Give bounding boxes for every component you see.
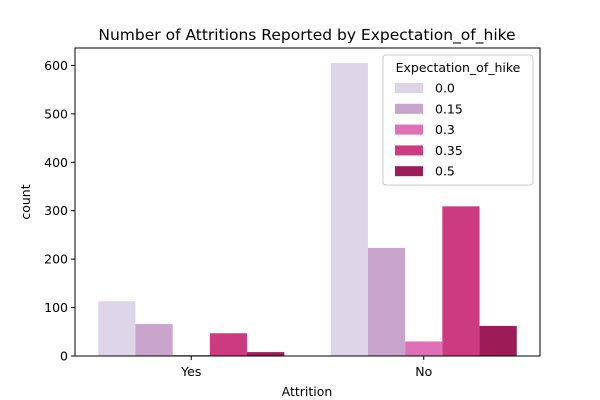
legend-title: Expectation_of_hike	[396, 60, 521, 75]
y-axis-label: count	[18, 184, 33, 219]
x-axis: Yes No	[180, 356, 432, 379]
bar-no-0-5	[479, 325, 517, 356]
y-axis: 0 100 200 300 400 500 600	[44, 58, 75, 364]
legend-label: 0.15	[435, 101, 463, 116]
legend-swatch	[395, 166, 423, 177]
bar-yes-0-5	[247, 352, 285, 356]
bar-no-0-35	[442, 206, 480, 356]
legend-swatch	[395, 83, 423, 93]
legend-label: 0.3	[435, 122, 455, 137]
bars	[98, 63, 517, 357]
y-tick-label: 0	[60, 349, 68, 364]
legend: Expectation_of_hike 0.0 0.15 0.3 0.35 0.5	[382, 54, 534, 186]
y-tick-label: 200	[44, 252, 68, 267]
bar-no-0-0	[330, 63, 368, 357]
plot-frame	[74, 47, 541, 357]
legend-label: 0.0	[435, 81, 455, 96]
legend-swatch	[395, 145, 423, 156]
bar-no-0-15	[367, 248, 406, 356]
x-tick-label: No	[415, 364, 432, 379]
x-axis-label: Attrition	[282, 384, 333, 399]
bar-yes-0-15	[135, 324, 173, 356]
y-tick-label: 600	[44, 58, 68, 73]
legend-items: 0.0 0.15 0.3 0.35 0.5	[395, 81, 463, 179]
legend-label: 0.5	[435, 164, 455, 179]
y-tick-label: 100	[44, 300, 68, 315]
x-tick-label: Yes	[180, 364, 201, 379]
legend-swatch	[395, 124, 423, 135]
legend-swatch	[395, 103, 423, 114]
legend-label: 0.35	[435, 143, 463, 158]
y-tick-label: 300	[44, 203, 68, 218]
bar-yes-0-35	[209, 333, 248, 356]
y-tick-label: 400	[44, 155, 68, 170]
y-tick-label: 500	[44, 106, 68, 121]
chart-title: Number of Attritions Reported by Expecta…	[98, 26, 515, 45]
bar-yes-0-0	[98, 301, 136, 356]
bar-no-0-3	[405, 341, 443, 356]
